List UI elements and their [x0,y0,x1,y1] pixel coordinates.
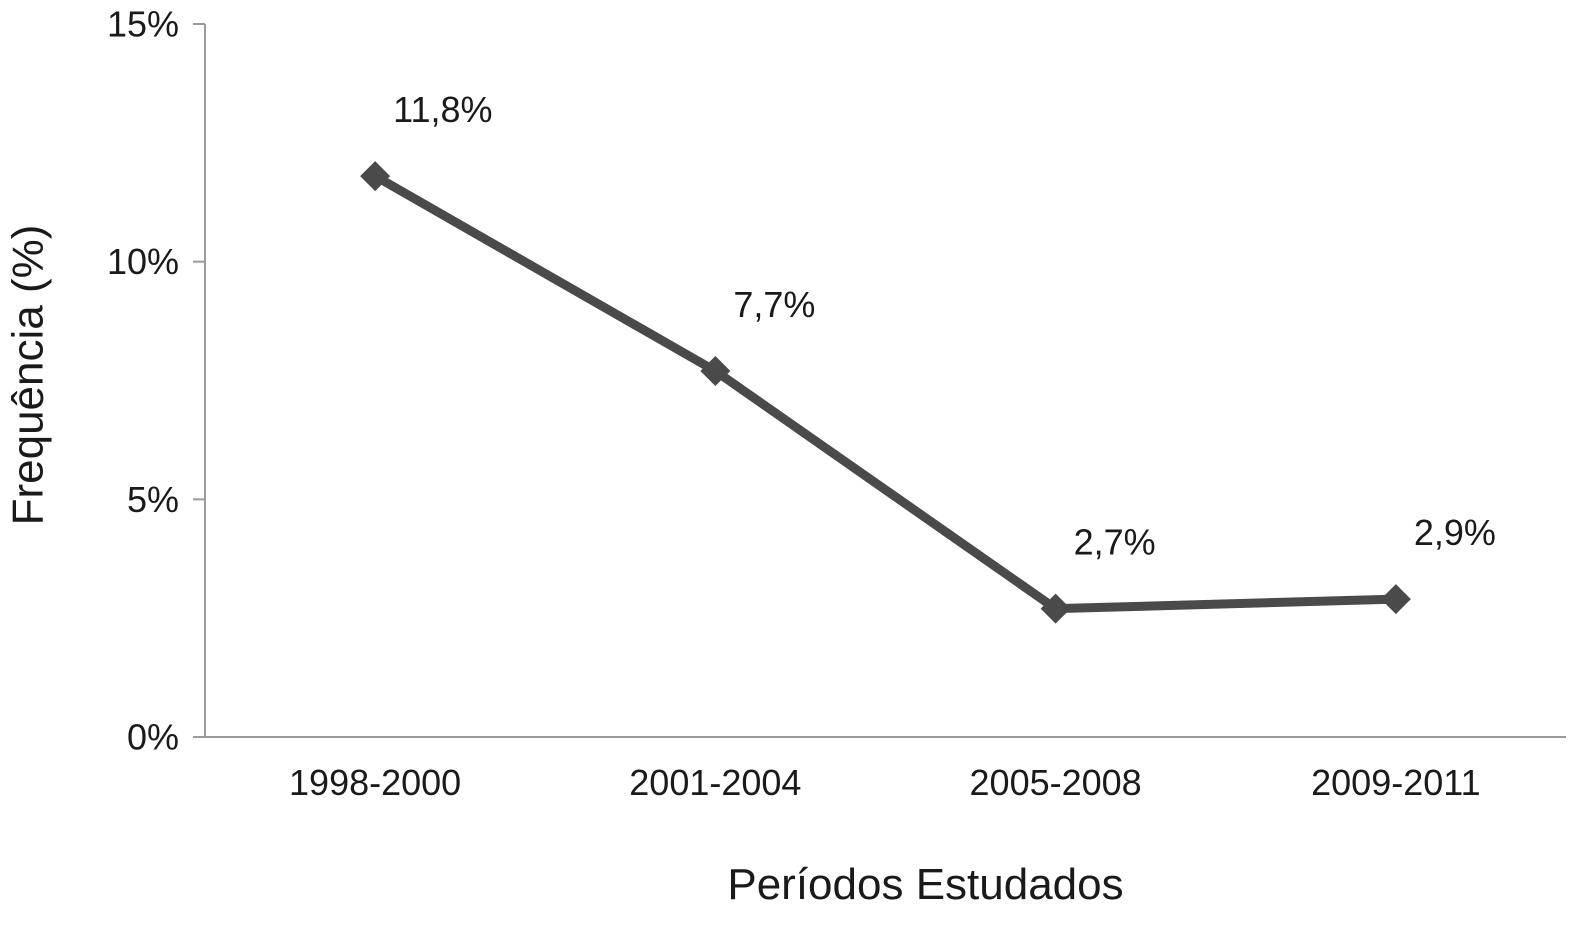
y-tick-label: 15% [107,4,179,45]
x-tick-label: 2005-2008 [970,762,1142,803]
data-label: 7,7% [733,284,815,325]
series-line [370,171,1401,614]
y-axis-title: Frequência (%) [4,225,53,526]
x-tick-label: 2009-2011 [1311,762,1481,803]
axes [193,24,1566,738]
data-point-marker [1380,584,1411,615]
y-tick-label: 0% [127,717,179,758]
series-layer [360,161,1411,624]
data-label: 2,7% [1074,522,1156,563]
x-axis-title: Períodos Estudados [727,860,1123,909]
x-tick-label: 2001-2004 [629,762,801,803]
data-labels: 11,8% 7,7% 2,7% 2,9% [393,89,1496,563]
y-tick-label: 10% [107,241,179,282]
y-tick-label: 5% [127,479,179,520]
x-ticks: 1998-2000 2001-2004 2005-2008 2009-2011 [289,762,1481,803]
data-label: 11,8% [393,89,492,130]
data-point-marker [1040,593,1071,624]
data-point-marker [700,355,731,386]
y-ticks: 0% 5% 10% 15% [107,4,205,758]
data-label: 2,9% [1414,512,1496,553]
data-point-marker [360,161,391,192]
x-tick-label: 1998-2000 [289,762,461,803]
